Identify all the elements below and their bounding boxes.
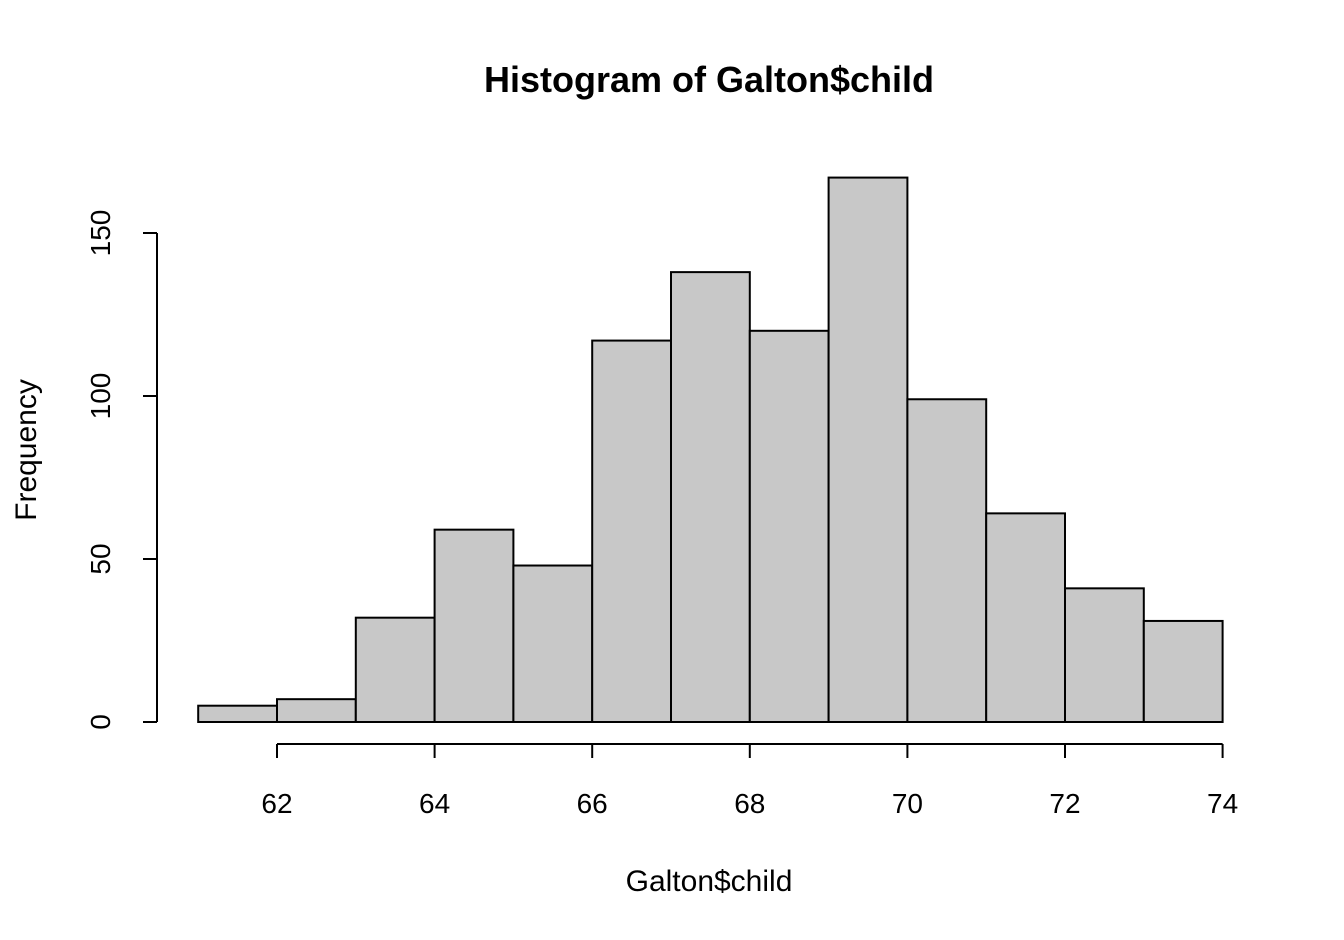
y-tick-label: 50	[85, 543, 116, 574]
histogram-bar	[985, 512, 1067, 723]
y-tick-label: 0	[85, 714, 116, 730]
x-tick-label: 66	[577, 788, 608, 819]
chart-title: Histogram of Galton$child	[484, 59, 934, 100]
y-axis: 0 50 100 150	[85, 210, 158, 730]
histogram-bar	[1064, 587, 1145, 724]
histogram-bar	[354, 616, 436, 723]
histogram-bar	[276, 698, 357, 723]
y-tick-label: 100	[85, 373, 116, 420]
x-tick-label: 72	[1049, 788, 1080, 819]
histogram-bar	[197, 704, 278, 724]
histogram-bar	[1142, 619, 1224, 723]
histogram-bar	[512, 564, 594, 724]
x-tick-label: 74	[1207, 788, 1238, 819]
y-axis-label: Frequency	[10, 379, 43, 521]
bars-group	[197, 176, 1224, 724]
y-tick-label: 150	[85, 210, 116, 257]
histogram-bar	[906, 398, 988, 723]
x-tick-label: 70	[892, 788, 923, 819]
histogram-bar	[748, 329, 830, 723]
histogram-bar	[827, 176, 909, 723]
x-axis: 62 64 66 68 70 72 74	[261, 743, 1238, 819]
histogram-bar	[433, 528, 515, 723]
x-tick-label: 68	[734, 788, 765, 819]
histogram-bar	[591, 339, 673, 723]
histogram-bar	[670, 271, 751, 723]
x-tick-label: 64	[419, 788, 450, 819]
x-tick-label: 62	[261, 788, 292, 819]
x-axis-label: Galton$child	[626, 865, 793, 898]
